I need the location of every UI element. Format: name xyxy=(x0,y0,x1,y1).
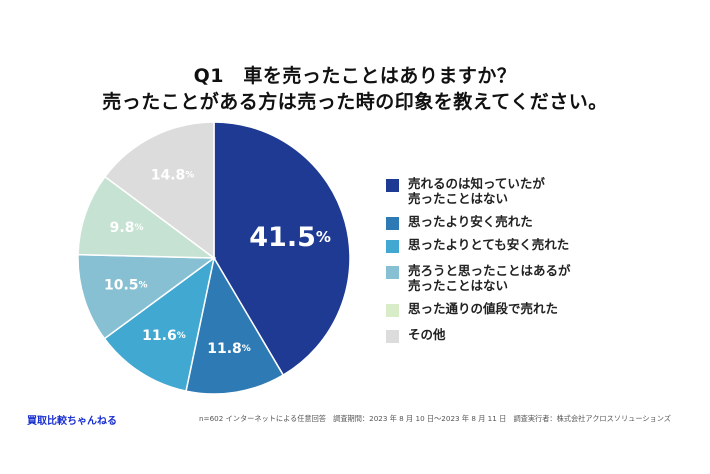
chart-title-line2: 売ったことがある方は売った時の印象を教えてください。 xyxy=(102,91,608,113)
legend-item: 思った通りの値段で売れた xyxy=(386,301,666,317)
pie-data-label: 41.5% xyxy=(249,222,331,253)
pie-data-label: 11.6% xyxy=(142,328,186,344)
pie-slice xyxy=(185,255,285,395)
legend-label: 思った通りの値段で売れた xyxy=(408,301,559,316)
legend-item: その他 xyxy=(386,327,666,343)
pie-data-label-unit: % xyxy=(139,281,148,291)
pie-data-label-unit: % xyxy=(134,223,143,233)
legend-swatch xyxy=(386,217,399,230)
legend-swatch xyxy=(386,266,399,279)
pie-data-label: 10.5% xyxy=(104,278,148,294)
pie-slice xyxy=(213,121,351,377)
brand-logo-text: 買取比較ちゃんねる xyxy=(27,416,117,427)
pie-data-label-value: 11.8 xyxy=(207,341,242,357)
legend-swatch xyxy=(386,240,399,253)
pie-data-label-value: 11.6 xyxy=(142,328,177,344)
pie-data-label-unit: % xyxy=(316,228,331,246)
legend-item: 思ったよりとても安く売れた xyxy=(386,237,666,253)
pie-slice xyxy=(77,175,217,259)
legend-label: その他 xyxy=(408,327,446,342)
legend-item: 売れるのは知っていたが 売ったことはない xyxy=(386,176,666,206)
legend-item: 売ろうと思ったことはあるが 売ったことはない xyxy=(386,263,666,293)
pie-data-label: 14.8% xyxy=(151,167,195,183)
legend-item: 思ったより安く売れた xyxy=(386,214,666,230)
pie-data-label-unit: % xyxy=(177,331,186,341)
chart-title-line1: Q1 車を売ったことはありますか？ xyxy=(193,65,517,87)
legend-swatch xyxy=(386,179,399,192)
legend-label: 売れるのは知っていたが xyxy=(408,176,545,191)
pie-data-label: 9.8% xyxy=(110,220,144,236)
legend-label: 思ったより安く売れた xyxy=(408,214,533,229)
legend-swatch xyxy=(386,330,399,343)
chart-legend: 売れるのは知っていたが 売ったことはない 思ったより安く売れた 思ったよりとても安く売… xyxy=(386,176,666,343)
legend-label: 売ったことはない xyxy=(408,191,509,206)
pie-data-label-value: 9.8 xyxy=(110,220,135,236)
legend-label: 売ったことはない xyxy=(408,278,509,293)
pie-slice xyxy=(103,121,215,260)
legend-swatch xyxy=(386,304,399,317)
pie-data-label-unit: % xyxy=(242,344,251,354)
pie-data-label: 11.8% xyxy=(207,341,251,357)
pie-data-label-value: 41.5 xyxy=(249,222,316,253)
pie-slice xyxy=(77,253,217,340)
legend-label: 思ったよりとても安く売れた xyxy=(408,237,570,252)
survey-note: n=602 インターネットによる任意回答 調査期間：2023 年 8 月 10 … xyxy=(199,414,671,423)
pie-data-label-value: 14.8 xyxy=(151,167,186,183)
pie-data-label-unit: % xyxy=(185,170,194,180)
pie-data-label-value: 10.5 xyxy=(104,278,139,294)
legend-label: 売ろうと思ったことはあるが xyxy=(408,263,571,278)
pie-slice xyxy=(103,256,216,392)
